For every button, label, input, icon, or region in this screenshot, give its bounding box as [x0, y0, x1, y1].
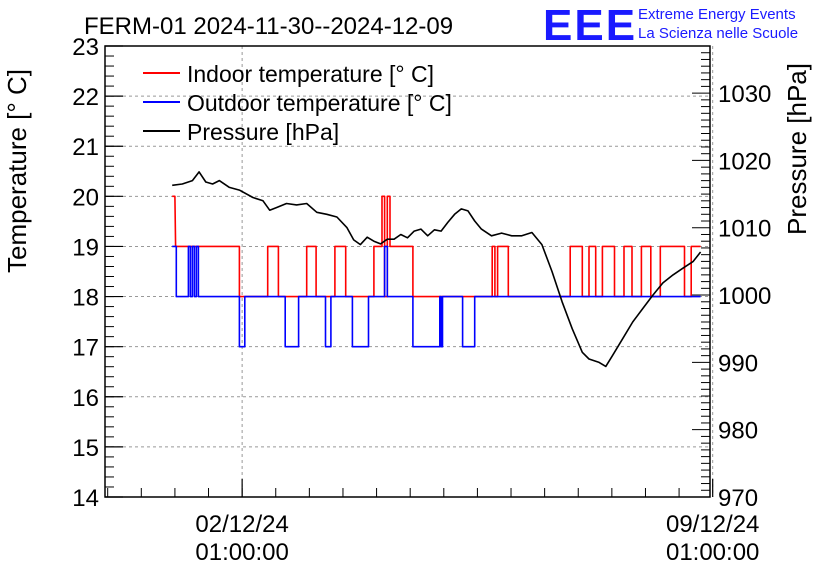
series-group — [172, 171, 702, 368]
left-tick-label: 17 — [72, 335, 99, 362]
plot-frame — [104, 45, 711, 498]
right-tick-label: 1030 — [718, 81, 771, 108]
right-tick-label: 980 — [718, 418, 758, 445]
legend-label: Indoor temperature [° C] — [187, 61, 434, 87]
chart-title: FERM-01 2024-11-30--2024-12-09 — [84, 13, 453, 40]
right-tick-label: 990 — [718, 350, 758, 377]
left-tick-label: 16 — [72, 385, 99, 412]
left-tick-label: 14 — [72, 485, 99, 512]
left-tick-label: 22 — [72, 84, 99, 111]
left-tick-label: 18 — [72, 285, 99, 312]
x-tick-label-date: 09/12/24 — [666, 511, 759, 538]
series-line-pressure — [172, 171, 702, 368]
eee-logo: EEE — [543, 1, 637, 50]
right-tick-label: 970 — [718, 485, 758, 512]
right-axis-title: Pressure [hPa] — [782, 63, 812, 235]
right-tick-label: 1010 — [718, 216, 771, 243]
legend-label: Pressure [hPa] — [187, 119, 339, 145]
left-tick-label: 23 — [72, 34, 99, 61]
legend-label: Outdoor temperature [° C] — [187, 90, 452, 116]
left-tick-label: 19 — [72, 234, 99, 261]
legend: Indoor temperature [° C] Outdoor temperat… — [143, 61, 452, 145]
left-tick-label: 15 — [72, 435, 99, 462]
left-tick-label: 20 — [72, 184, 99, 211]
series-line-outdoor — [172, 245, 701, 348]
logo-tagline-1: Extreme Energy Events — [638, 6, 796, 23]
x-tick-label-date: 02/12/24 — [195, 511, 288, 538]
right-tick-label: 1000 — [718, 283, 771, 310]
x-tick-label-time: 01:00:00 — [666, 539, 759, 566]
right-tick-label: 1020 — [718, 148, 771, 175]
left-tick-label: 21 — [72, 134, 99, 161]
axes: 14 15 16 17 18 19 20 21 22 23 970 980 990 1000 1010 102… — [72, 34, 771, 566]
logo-tagline-2: La Scienza nelle Scuole — [638, 25, 798, 42]
left-axis-title: Temperature [° C] — [2, 69, 32, 273]
x-tick-label-time: 01:00:00 — [195, 539, 288, 566]
